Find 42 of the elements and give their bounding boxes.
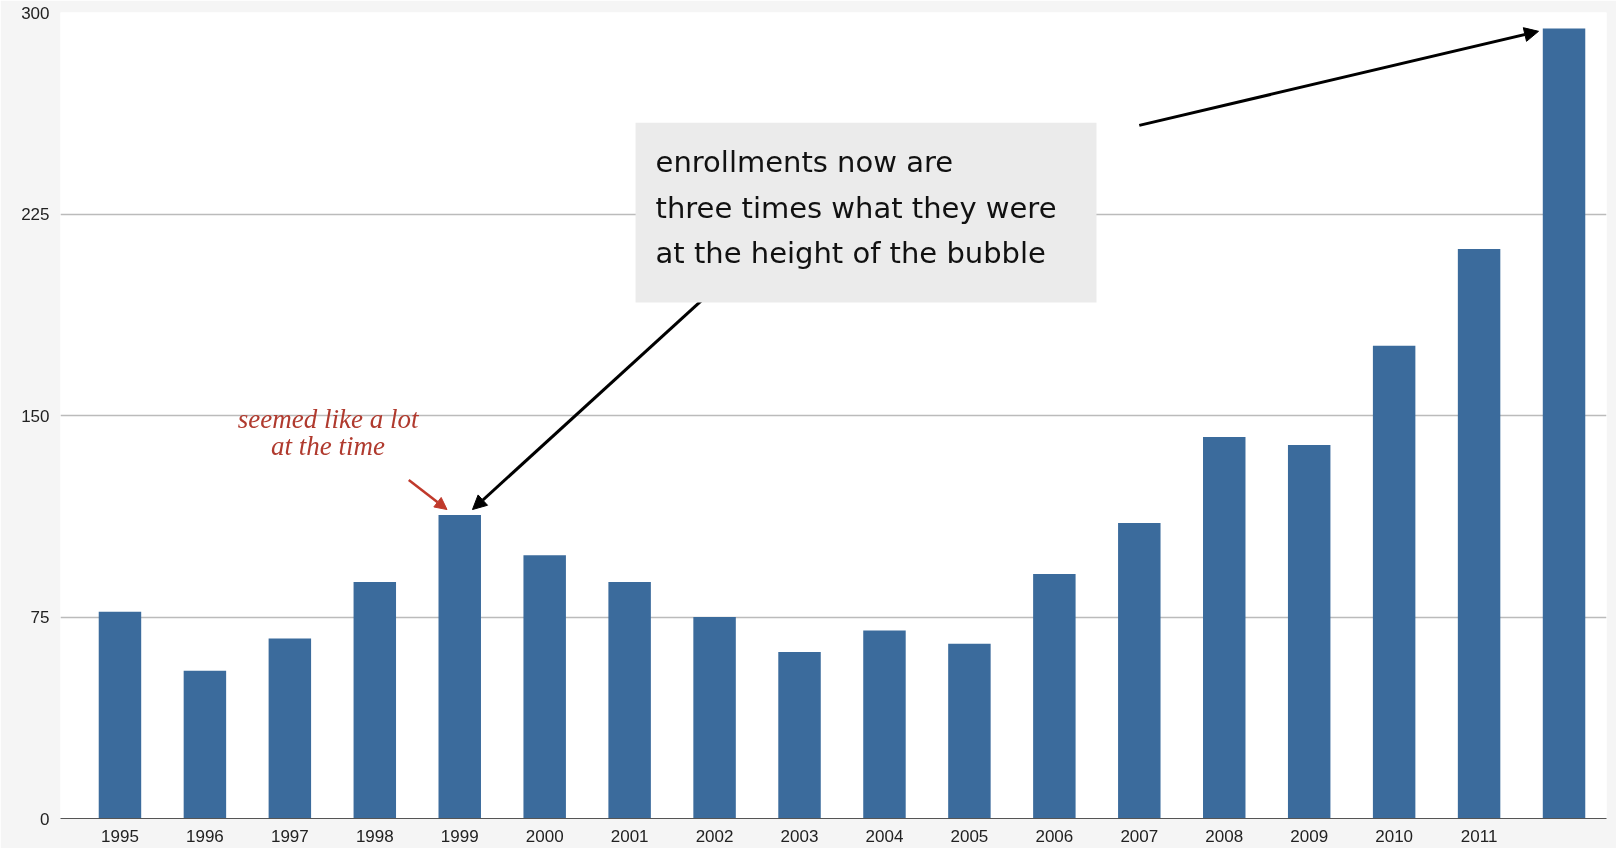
x-tick-label: 2010 bbox=[1375, 826, 1414, 846]
x-tick-label: 1999 bbox=[440, 826, 479, 846]
bar bbox=[1287, 445, 1331, 819]
x-tick-label: 2001 bbox=[610, 826, 649, 846]
x-tick-label: 1996 bbox=[186, 826, 224, 846]
x-tick-label: 2009 bbox=[1290, 826, 1329, 846]
bar bbox=[183, 670, 227, 819]
y-tick-label: 75 bbox=[30, 608, 50, 627]
bar bbox=[438, 514, 481, 819]
bar bbox=[1203, 436, 1246, 819]
annotation: seemed like a lot at the time bbox=[237, 404, 420, 462]
bar bbox=[608, 582, 651, 819]
bar bbox=[1033, 574, 1076, 819]
bar bbox=[693, 617, 736, 819]
y-tick-label: 225 bbox=[21, 205, 50, 224]
x-tick-label: 2007 bbox=[1120, 826, 1159, 846]
x-tick-label: 2003 bbox=[780, 826, 819, 846]
y-tick-label: 0 bbox=[40, 809, 50, 829]
bar bbox=[1372, 345, 1416, 819]
bar bbox=[948, 643, 991, 819]
bar bbox=[863, 630, 906, 819]
x-tick-label: 2006 bbox=[1035, 826, 1074, 846]
bar bbox=[778, 651, 821, 819]
y-tick-label: 150 bbox=[21, 406, 50, 426]
x-tick-label: 2008 bbox=[1205, 826, 1244, 846]
x-tick-label: 2005 bbox=[950, 826, 989, 846]
x-tick-label: 2002 bbox=[695, 826, 734, 846]
y-tick-label: 300 bbox=[21, 3, 50, 23]
x-tick-label: 1995 bbox=[101, 826, 139, 846]
bar bbox=[98, 611, 142, 819]
x-tick-label: 2000 bbox=[525, 826, 564, 846]
x-tick-label: 1998 bbox=[355, 826, 394, 846]
bar bbox=[353, 582, 397, 819]
bar bbox=[1542, 28, 1586, 819]
x-tick-label: 2004 bbox=[865, 826, 904, 846]
annotation: enrollments now are three times what they were at the height of the bubble bbox=[655, 144, 1057, 271]
bar bbox=[1118, 522, 1161, 819]
bar bbox=[268, 638, 312, 819]
x-tick-label: 1997 bbox=[270, 826, 309, 846]
bar bbox=[1457, 248, 1501, 819]
x-tick-label: 2011 bbox=[1460, 826, 1498, 846]
bar bbox=[523, 555, 566, 819]
